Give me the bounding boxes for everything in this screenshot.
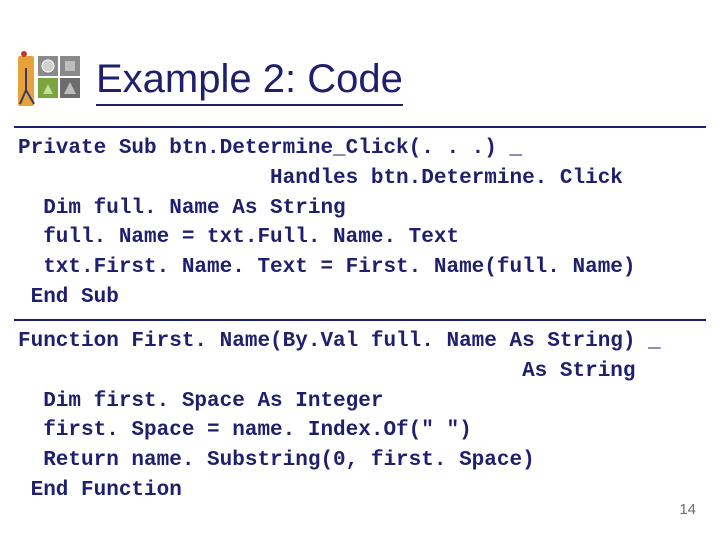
- code-block-2: Function First. Name(By.Val full. Name A…: [0, 321, 720, 506]
- page-number: 14: [679, 501, 696, 518]
- slide-decoration-icon: [14, 50, 86, 112]
- slide-title: Example 2: Code: [96, 57, 403, 106]
- code-block-1: Private Sub btn.Determine_Click(. . .) _…: [0, 128, 720, 313]
